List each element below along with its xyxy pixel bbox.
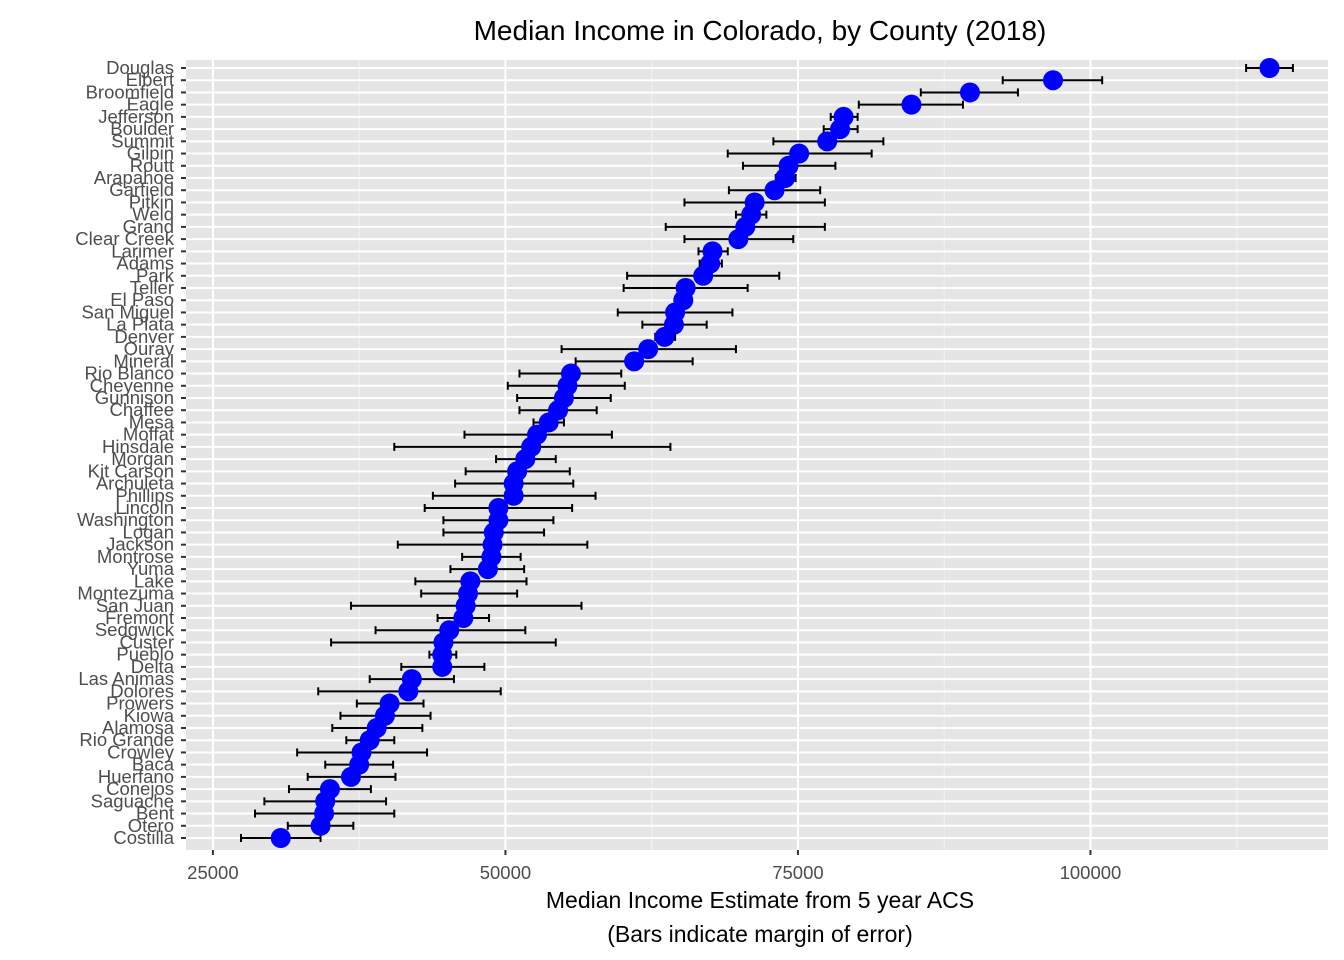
data-point [310, 815, 331, 836]
y-tick-label: Garfield [109, 179, 174, 200]
data-point [693, 265, 714, 286]
data-point [764, 180, 785, 201]
y-tick-label: Phillips [115, 485, 174, 506]
data-point [1043, 70, 1064, 91]
y-tick-label: Douglas [106, 57, 174, 78]
y-tick-label: Washington [77, 509, 174, 530]
y-tick-label: Gilpin [127, 143, 174, 164]
y-tick-label: Lake [134, 570, 174, 591]
y-tick-label: Kit Carson [88, 460, 174, 481]
x-axis-title-line1: Median Income Estimate from 5 year ACS [546, 887, 974, 913]
data-point [901, 94, 922, 115]
y-tick-label: Prowers [106, 693, 174, 714]
y-tick-label: Costilla [113, 827, 174, 848]
y-tick-label: Denver [114, 326, 174, 347]
y-tick-label: Otero [128, 815, 174, 836]
y-tick-label: Montrose [97, 546, 174, 567]
y-tick-label: Park [136, 265, 175, 286]
y-tick-label: Weld [132, 204, 174, 225]
y-tick-label: Baca [132, 754, 175, 775]
y-tick-label: Fremont [105, 607, 174, 628]
y-tick-label: Rio Grande [79, 729, 174, 750]
data-points [270, 58, 1280, 848]
y-tick-label: Cheyenne [90, 375, 174, 396]
y-tick-label: Teller [130, 277, 174, 298]
y-tick-label: Rio Blanco [85, 363, 174, 384]
y-tick-label: Morgan [111, 448, 174, 469]
y-tick-label: Chaffee [110, 399, 174, 420]
y-tick-label: Alamosa [102, 717, 175, 738]
data-point [398, 681, 419, 702]
y-tick-label: Lincoln [115, 497, 174, 518]
y-tick-label: Elbert [126, 69, 174, 90]
y-tick-label: Mineral [113, 350, 174, 371]
y-tick-label: Adams [116, 253, 174, 274]
data-point [1259, 58, 1280, 78]
y-axis-labels: DouglasElbertBroomfieldEagleJeffersonBou… [75, 57, 186, 848]
data-point [830, 119, 851, 140]
data-point [340, 766, 361, 787]
y-tick-label: Pueblo [116, 644, 174, 665]
y-tick-label: Clear Creek [75, 228, 174, 249]
x-axis-title-line2: (Bars indicate margin of error) [607, 921, 913, 947]
y-tick-label: Gunnison [95, 387, 174, 408]
y-tick-label: Arapahoe [94, 167, 174, 188]
y-tick-label: Huerfano [98, 766, 174, 787]
y-tick-label: Routt [130, 155, 174, 176]
y-tick-label: Moffat [123, 424, 174, 445]
y-tick-label: Grand [123, 216, 174, 237]
x-axis-ticks: 25000 50000 75000 100000 [187, 850, 1121, 883]
y-tick-label: Jackson [106, 534, 174, 555]
y-tick-label: Logan [123, 521, 174, 542]
data-point [654, 326, 675, 347]
y-tick-label: El Paso [110, 289, 174, 310]
data-point [624, 351, 645, 372]
y-tick-label: Crowley [107, 741, 175, 762]
x-tick-label: 100000 [1060, 862, 1122, 883]
y-tick-label: Jefferson [98, 106, 174, 127]
y-tick-label: Summit [111, 130, 174, 151]
chart-title: Median Income in Colorado, by County (20… [474, 15, 1047, 46]
y-tick-label: Yuma [127, 558, 175, 579]
data-point [817, 131, 838, 152]
y-tick-label: Las Animas [78, 668, 174, 689]
data-point [453, 608, 474, 628]
data-point [959, 82, 980, 103]
y-tick-label: Archuleta [96, 473, 175, 494]
y-tick-label: Ouray [124, 338, 175, 359]
y-tick-label: San Miguel [81, 301, 174, 322]
y-tick-label: Boulder [110, 118, 174, 139]
y-tick-label: Conejos [106, 778, 174, 799]
y-tick-label: Custer [120, 631, 175, 652]
y-tick-label: Delta [131, 656, 175, 677]
y-tick-label: Hinsdale [102, 436, 174, 457]
y-tick-label: Eagle [127, 94, 174, 115]
data-point [432, 656, 453, 677]
data-point [728, 229, 749, 250]
y-tick-label: Broomfield [86, 81, 174, 102]
y-tick-label: Sedgwick [95, 619, 175, 640]
y-tick-label: Bent [136, 803, 174, 824]
data-point [638, 339, 659, 360]
data-point [477, 559, 498, 580]
x-tick-label: 25000 [187, 862, 238, 883]
y-tick-label: Kiowa [124, 705, 175, 726]
y-tick-label: Montezuma [77, 583, 174, 604]
x-tick-label: 75000 [772, 862, 823, 883]
y-tick-label: Larimer [111, 240, 174, 261]
x-tick-label: 50000 [480, 862, 531, 883]
y-tick-label: Saguache [91, 790, 174, 811]
y-tick-label: San Juan [96, 595, 174, 616]
y-tick-label: La Plata [106, 314, 175, 335]
y-tick-label: Pitkin [129, 191, 174, 212]
data-point [503, 485, 524, 506]
data-point [270, 828, 291, 848]
y-tick-label: Dolores [110, 680, 174, 701]
y-tick-label: Mesa [129, 411, 175, 432]
